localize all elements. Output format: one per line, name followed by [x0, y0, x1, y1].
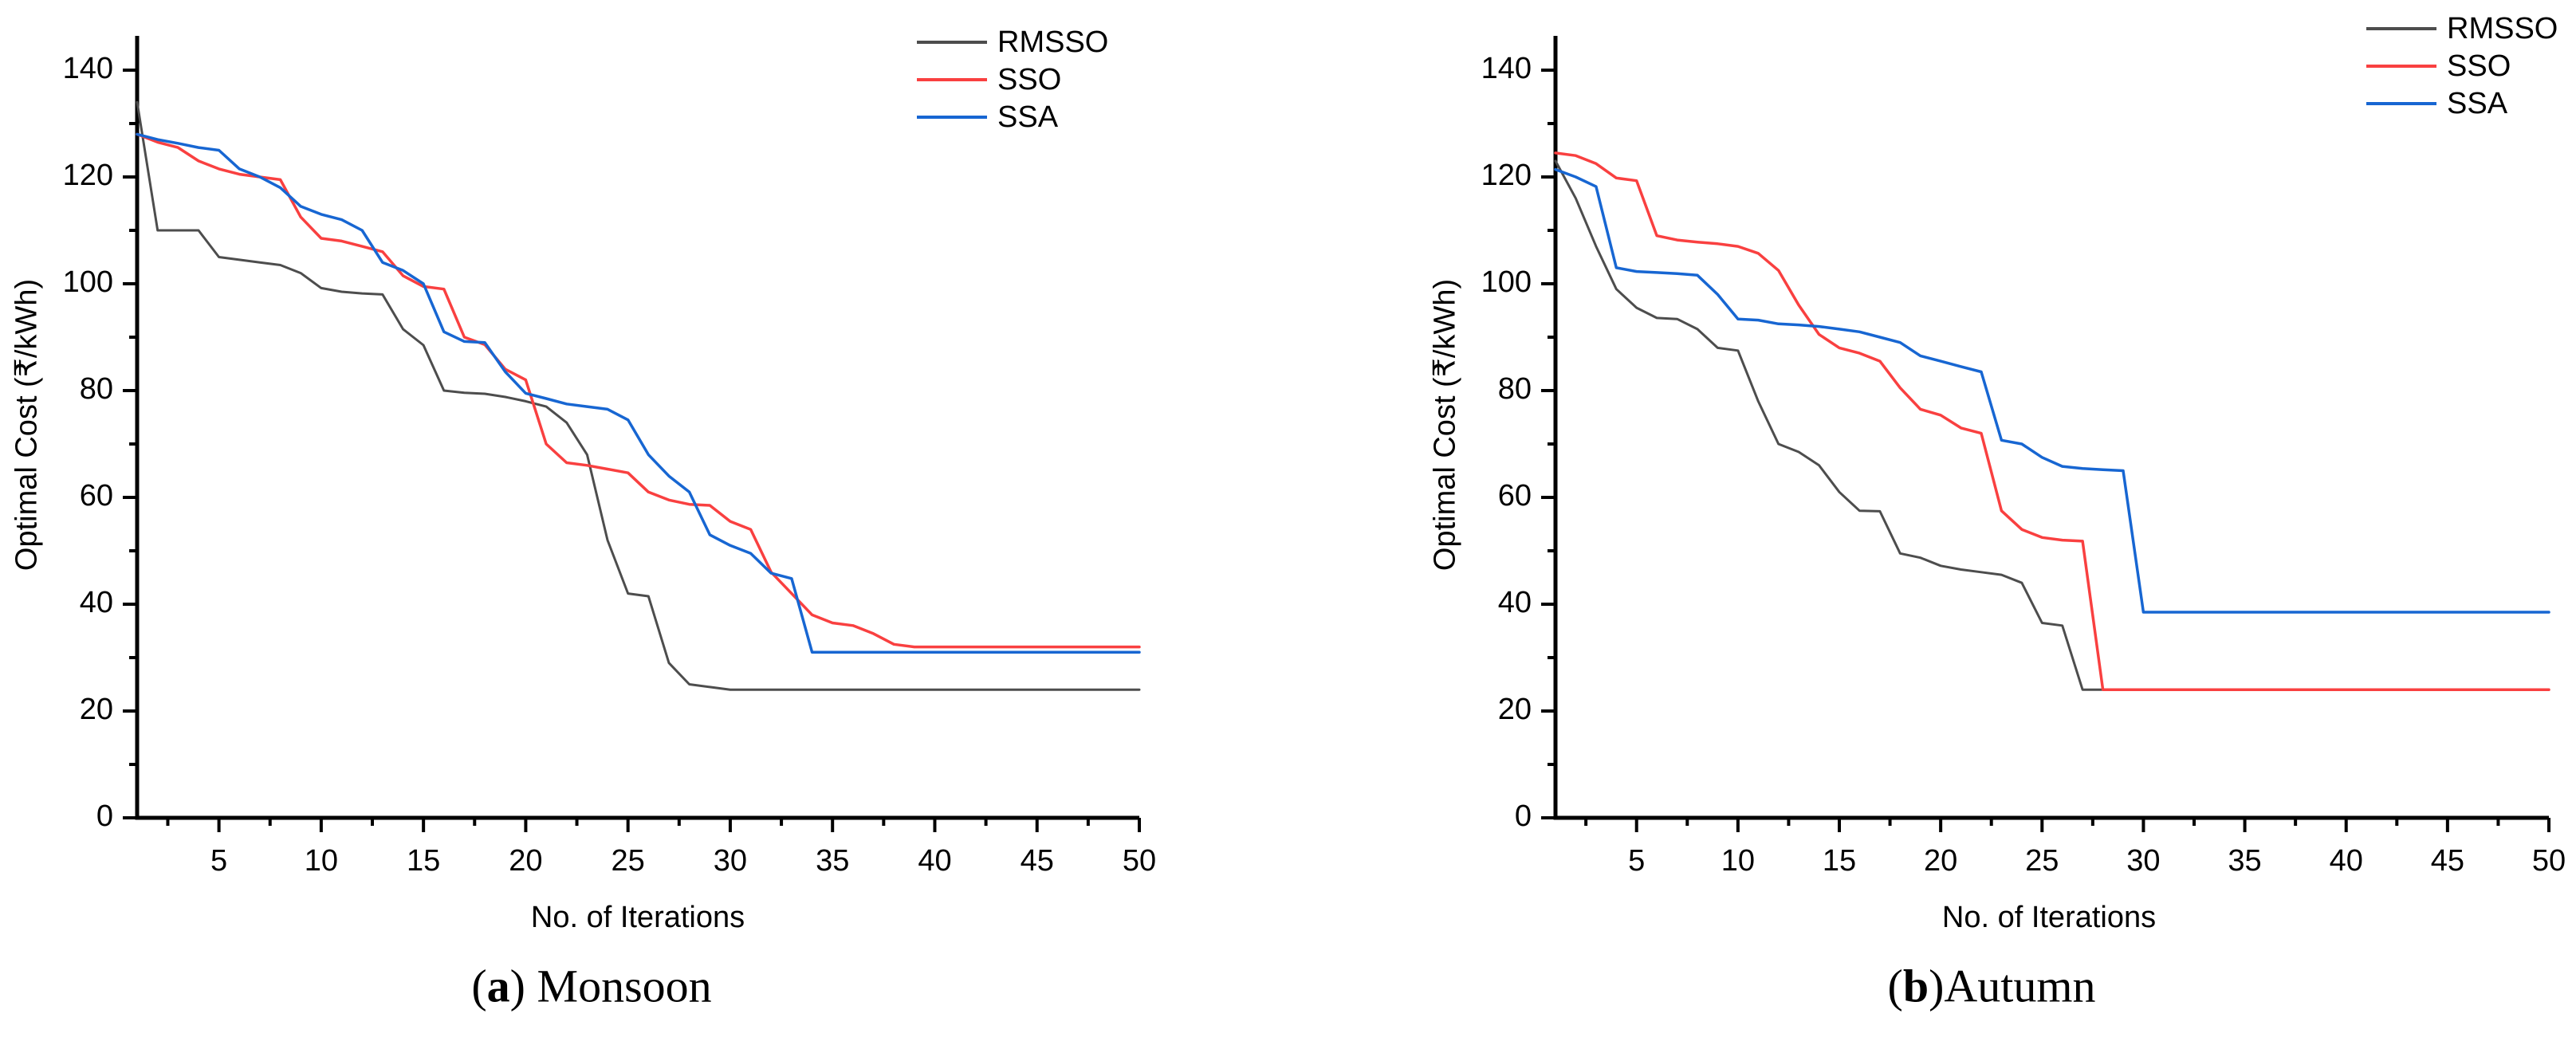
rmsso-line-swatch [2366, 26, 2436, 30]
legend-label-sso: SSO [2447, 49, 2511, 83]
legend-item-ssa: SSA [2366, 84, 2558, 122]
x-axis-title-monsoon: No. of Iterations [530, 901, 745, 934]
ssa-line-swatch [917, 115, 987, 119]
legend-monsoon: RMSSO SSO SSA [917, 23, 1108, 136]
series-line-rmsso-autumn [1554, 159, 2550, 691]
y-tick-label: 100 [63, 265, 113, 299]
series-line-ssa-monsoon [136, 132, 1141, 654]
x-tick-label: 30 [714, 844, 747, 878]
y-axis-title-autumn: Optimal Cost (₹/kWh) [1428, 278, 1462, 572]
y-tick-label: 0 [96, 799, 113, 833]
caption-monsoon: (a) Monsoon [471, 960, 711, 1013]
x-tick-label: 50 [1123, 844, 1156, 878]
series-line-rmsso-monsoon [136, 100, 1141, 691]
x-tick-label: 25 [2025, 844, 2059, 878]
legend-item-sso: SSO [917, 61, 1108, 98]
y-tick-label: 40 [1498, 586, 1532, 619]
x-tick-label: 45 [1021, 844, 1054, 878]
x-tick-label: 20 [1924, 844, 1957, 878]
sso-line-swatch [2366, 64, 2436, 68]
x-tick-label: 25 [612, 844, 645, 878]
ssa-line-swatch [2366, 101, 2436, 105]
y-tick-label: 80 [80, 372, 113, 406]
x-tick-label: 15 [407, 844, 440, 878]
x-tick-label: 10 [305, 844, 338, 878]
x-tick-label: 35 [2228, 844, 2261, 878]
series-line-ssa-autumn [1554, 167, 2550, 614]
caption-letter: a [486, 960, 510, 1012]
y-tick-label: 80 [1498, 372, 1532, 406]
x-tick-label: 40 [918, 844, 951, 878]
series-line-sso-monsoon [136, 132, 1141, 649]
y-tick-label: 120 [63, 159, 113, 192]
y-axis-title-monsoon: Optimal Cost (₹/kWh) [10, 278, 44, 572]
caption-paren: ( [471, 960, 487, 1012]
y-tick-label: 60 [80, 479, 113, 513]
sso-line-swatch [917, 77, 987, 81]
legend-label-sso: SSO [997, 62, 1062, 96]
legend-autumn: RMSSO SSO SSA [2366, 10, 2558, 122]
x-tick-label: 20 [509, 844, 542, 878]
y-tick-label: 60 [1498, 479, 1532, 513]
x-tick-label: 5 [1628, 844, 1645, 878]
caption-text: ) Monsoon [509, 960, 712, 1012]
x-axis-title-autumn: No. of Iterations [1941, 901, 2157, 934]
legend-item-rmsso: RMSSO [2366, 10, 2558, 47]
y-tick-label: 140 [1481, 52, 1532, 85]
caption-autumn: (b)Autumn [1887, 960, 2095, 1013]
x-tick-label: 35 [816, 844, 849, 878]
y-tick-label: 40 [80, 586, 113, 619]
legend-label-ssa: SSA [2447, 86, 2508, 120]
legend-label-rmsso: RMSSO [2447, 11, 2558, 45]
y-tick-label: 140 [63, 52, 113, 85]
x-tick-label: 5 [210, 844, 227, 878]
legend-item-sso: SSO [2366, 47, 2558, 84]
x-tick-label: 30 [2126, 844, 2160, 878]
x-tick-label: 40 [2330, 844, 2363, 878]
x-tick-label: 50 [2532, 844, 2566, 878]
caption-paren: ( [1887, 960, 1903, 1012]
rmsso-line-swatch [917, 40, 987, 44]
x-tick-label: 10 [1721, 844, 1755, 878]
x-tick-label: 45 [2431, 844, 2464, 878]
legend-item-rmsso: RMSSO [917, 23, 1108, 61]
y-tick-label: 20 [1498, 693, 1532, 726]
series-line-sso-autumn [1554, 151, 2550, 691]
y-tick-label: 0 [1515, 799, 1532, 833]
x-tick-label: 15 [1823, 844, 1856, 878]
caption-text: )Autumn [1929, 960, 2096, 1012]
y-tick-label: 120 [1481, 159, 1532, 192]
caption-letter: b [1902, 960, 1929, 1012]
legend-item-ssa: SSA [917, 98, 1108, 136]
legend-label-rmsso: RMSSO [997, 25, 1109, 59]
legend-label-ssa: SSA [997, 100, 1059, 134]
y-tick-label: 20 [80, 693, 113, 726]
y-tick-label: 100 [1481, 265, 1532, 299]
